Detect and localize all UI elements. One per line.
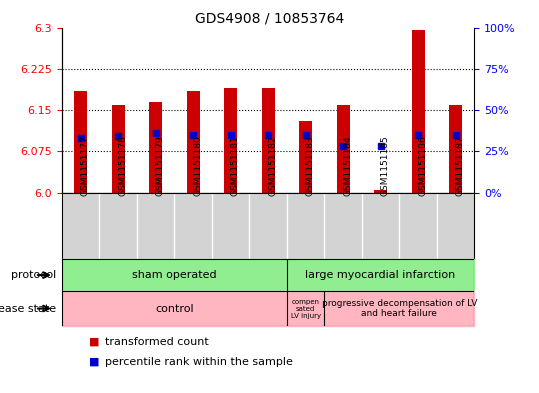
Text: progressive decompensation of LV
and heart failure: progressive decompensation of LV and hea… [322, 299, 477, 318]
Text: ■: ■ [89, 356, 99, 367]
Bar [149, 102, 162, 193]
Text: protocol: protocol [11, 270, 57, 280]
Text: GDS4908 / 10853764: GDS4908 / 10853764 [195, 12, 344, 26]
Bar [336, 105, 350, 193]
Bar [412, 30, 425, 193]
Bar [112, 105, 125, 193]
Text: GSM1151178: GSM1151178 [118, 135, 127, 196]
Text: ■: ■ [89, 337, 99, 347]
Text: transformed count: transformed count [105, 337, 209, 347]
Bar [374, 190, 387, 193]
Text: GSM1151180: GSM1151180 [193, 135, 202, 196]
Bar [62, 291, 287, 326]
Text: GSM1151177: GSM1151177 [81, 135, 89, 196]
Text: GSM1151185: GSM1151185 [381, 135, 390, 196]
Text: compen
sated
LV injury: compen sated LV injury [291, 299, 321, 318]
Bar [287, 291, 324, 326]
Bar [449, 105, 462, 193]
Bar [261, 88, 275, 193]
Text: GSM1151179: GSM1151179 [156, 135, 165, 196]
Bar [186, 91, 200, 193]
Bar [74, 91, 87, 193]
Text: GSM1151186: GSM1151186 [418, 135, 427, 196]
Text: GSM1151184: GSM1151184 [343, 135, 352, 196]
Text: GSM1151183: GSM1151183 [306, 135, 315, 196]
Bar [324, 291, 474, 326]
Text: sham operated: sham operated [132, 270, 217, 280]
Bar [299, 121, 312, 193]
Text: GSM1151181: GSM1151181 [231, 135, 240, 196]
Text: GSM1151182: GSM1151182 [268, 135, 277, 196]
Text: control: control [155, 303, 194, 314]
Text: percentile rank within the sample: percentile rank within the sample [105, 356, 293, 367]
Text: large myocardial infarction: large myocardial infarction [306, 270, 456, 280]
Text: GSM1151187: GSM1151187 [455, 135, 465, 196]
Bar [287, 259, 474, 291]
Text: disease state: disease state [0, 303, 57, 314]
Bar [62, 259, 287, 291]
Bar [224, 88, 237, 193]
